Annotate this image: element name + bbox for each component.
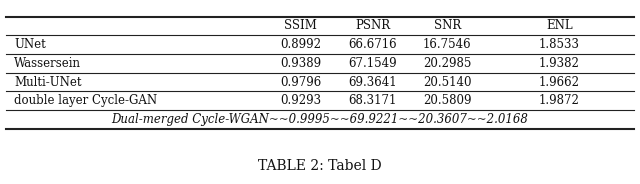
Text: PSNR: PSNR [355,20,390,32]
Text: UNet: UNet [14,38,46,51]
Text: 20.2985: 20.2985 [423,57,472,70]
Text: 16.7546: 16.7546 [423,38,472,51]
Text: 1.8533: 1.8533 [539,38,580,51]
Text: Wassersein: Wassersein [14,57,81,70]
Text: Dual-merged Cycle-WGAN~~0.9995~~69.9221~~20.3607~~2.0168: Dual-merged Cycle-WGAN~~0.9995~~69.9221~… [111,113,529,126]
Text: 0.8992: 0.8992 [280,38,321,51]
Text: 67.1549: 67.1549 [349,57,397,70]
Text: 1.9872: 1.9872 [539,94,580,107]
Text: 0.9293: 0.9293 [280,94,321,107]
Text: 1.9662: 1.9662 [539,76,580,89]
Text: TABLE 2: Tabel D: TABLE 2: Tabel D [258,159,382,173]
Text: 68.3171: 68.3171 [349,94,397,107]
Text: Multi-UNet: Multi-UNet [14,76,81,89]
Text: SNR: SNR [434,20,461,32]
Text: 66.6716: 66.6716 [349,38,397,51]
Text: 20.5809: 20.5809 [423,94,472,107]
Text: double layer Cycle-GAN: double layer Cycle-GAN [14,94,157,107]
Text: 1.9382: 1.9382 [539,57,580,70]
Text: 20.5140: 20.5140 [423,76,472,89]
Text: ENL: ENL [546,20,573,32]
Text: 69.3641: 69.3641 [349,76,397,89]
Text: SSIM: SSIM [284,20,317,32]
Text: 0.9796: 0.9796 [280,76,321,89]
Text: 0.9389: 0.9389 [280,57,321,70]
